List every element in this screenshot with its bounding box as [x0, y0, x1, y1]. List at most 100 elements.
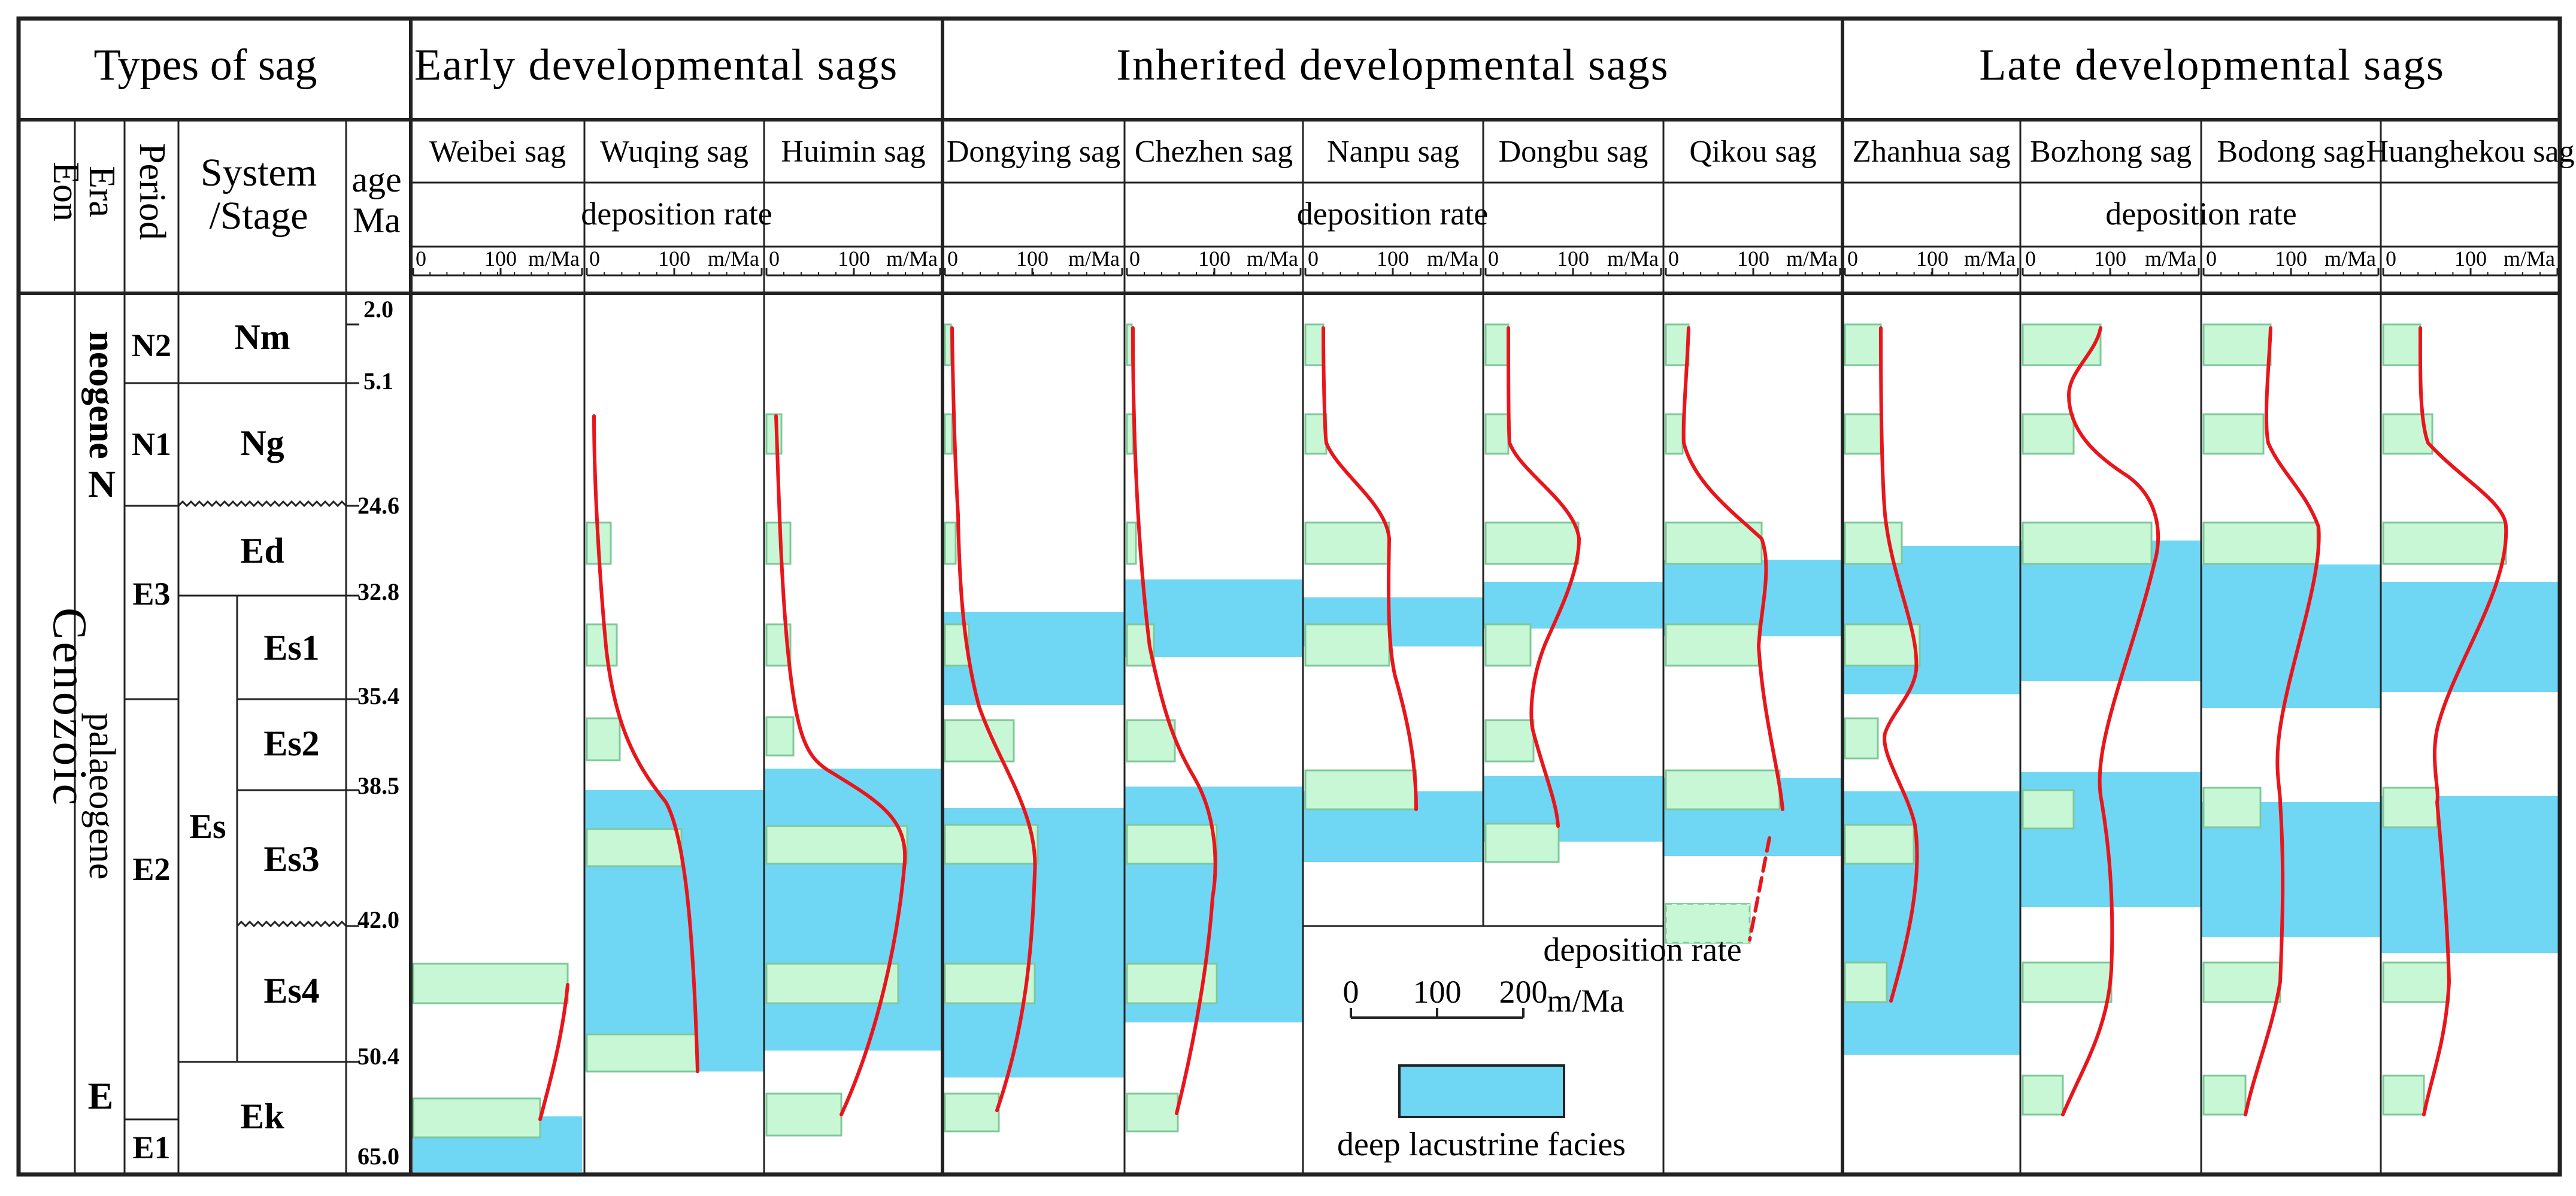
legend-tick-200: 200	[1499, 974, 1548, 1010]
rate-scale-zero: 0	[2206, 247, 2217, 271]
sag-name-label: Nanpu sag	[1327, 135, 1459, 169]
sample-box	[944, 1092, 1000, 1133]
age-label: 38.5	[357, 772, 399, 799]
sag-name-label: Wuqing sag	[600, 135, 748, 169]
sample-box	[765, 825, 908, 865]
sample-box	[944, 623, 970, 667]
period-label: E3	[132, 576, 170, 612]
stage-label: Ng	[240, 423, 284, 463]
sample-box	[586, 717, 621, 761]
rate-scale-zero: 0	[1129, 247, 1140, 271]
period-header: Period	[132, 143, 172, 240]
sample-box	[2382, 961, 2450, 1003]
deposition-rate-label: deposition rate	[1297, 196, 1488, 232]
sample-box	[1665, 623, 1760, 667]
sample-box	[1304, 623, 1390, 667]
stage-label: Es2	[263, 724, 319, 763]
sample-box	[1484, 623, 1532, 667]
sample-box	[944, 413, 953, 455]
period-label: E1	[132, 1130, 170, 1165]
legend-facies-label: deep lacustrine facies	[1337, 1126, 1626, 1163]
sample-box	[1665, 413, 1684, 455]
sample-box	[1126, 323, 1133, 366]
strat-label-layer: Weibei sag 0 100 m/Ma Wuqing sag 0 100 m/Ma Huim…	[132, 135, 2575, 1170]
sample-box	[2382, 323, 2422, 366]
sample-box	[1844, 961, 1888, 1003]
rate-scale-hundred: 100	[1916, 247, 1948, 271]
rate-scale-zero: 0	[1668, 247, 1679, 271]
grid-line-layer	[16, 16, 2562, 1177]
sample-box	[944, 719, 1015, 763]
sag-name-label: Bodong sag	[2217, 135, 2365, 169]
sample-box	[2202, 323, 2272, 366]
sample-box	[1844, 623, 1921, 667]
rate-scale-zero: 0	[2386, 247, 2396, 271]
sample-box	[2022, 521, 2153, 565]
rate-scale-hundred: 100	[2094, 247, 2126, 271]
sag-name-label: Qikou sag	[1689, 135, 1816, 169]
rate-scale-hundred: 100	[1198, 247, 1231, 271]
sample-box	[765, 1092, 842, 1137]
rate-curve	[1681, 326, 1784, 811]
sample-box	[1304, 413, 1328, 455]
rate-scale-hundred: 100	[1737, 247, 1769, 271]
system-stage-header: System/Stage	[201, 151, 317, 238]
age-label: 50.4	[357, 1043, 399, 1070]
legend-tick-100: 100	[1413, 974, 1462, 1010]
sample-box	[586, 1033, 699, 1073]
rate-scale-zero: 0	[1847, 247, 1858, 271]
rate-curve	[1507, 326, 1581, 828]
types-of-sag-label: Types of sag	[94, 41, 317, 90]
rate-scale-zero: 0	[2025, 247, 2036, 271]
sample-box	[586, 828, 683, 867]
rate-scale-unit: m/Ma	[2145, 247, 2196, 271]
period-label: E2	[132, 851, 170, 887]
sag-name-label: Chezhen sag	[1135, 135, 1293, 169]
period-label: N1	[132, 426, 171, 462]
sample-box	[1844, 323, 1882, 366]
legend-title: deposition rate	[1543, 931, 1741, 969]
rate-scale-unit: m/Ma	[1068, 247, 1120, 271]
eon-cenozoic-label: Cenozoic	[43, 608, 96, 808]
legend-unit: m/Ma	[1547, 983, 1625, 1019]
sample-box	[1484, 822, 1560, 863]
rate-curve	[2244, 326, 2321, 1116]
age-label: 32.8	[357, 578, 399, 605]
rate-scale-hundred: 100	[1377, 247, 1409, 271]
rate-scale-hundred: 100	[2454, 247, 2487, 271]
stage-label: Ek	[240, 1097, 284, 1136]
rate-scale-hundred: 100	[2275, 247, 2307, 271]
sample-box	[1665, 769, 1781, 811]
sample-box	[586, 623, 618, 667]
group-late-label: Late developmental sags	[1979, 41, 2445, 90]
sample-box-extrapolated	[1665, 903, 1751, 944]
deep-lacustrine-band	[764, 769, 942, 1051]
sample-box	[1126, 521, 1137, 565]
sample-box	[2202, 521, 2319, 565]
era-header: Era	[81, 166, 122, 217]
sample-box	[944, 824, 1039, 865]
sample-box	[1304, 769, 1417, 811]
rate-curve-layer	[538, 326, 2508, 1121]
sample-box	[1484, 719, 1535, 763]
rate-curve	[538, 983, 569, 1121]
era-e-label: E	[88, 1074, 114, 1117]
group-early-label: Early developmental sags	[414, 41, 898, 90]
sample-box	[1304, 521, 1390, 565]
era-neogene-label: neogene	[81, 331, 122, 459]
deposition-rate-label: deposition rate	[581, 196, 772, 232]
outer-frame	[16, 16, 2562, 1177]
rate-scale-zero: 0	[589, 247, 600, 271]
legend-facies-swatch	[1398, 1064, 1565, 1118]
rate-curve	[774, 414, 907, 1116]
rate-scale-zero: 0	[1488, 247, 1499, 271]
stage-label: Es3	[263, 839, 319, 879]
deep-lacustrine-band	[1483, 582, 1663, 629]
sample-box	[944, 323, 952, 366]
rate-scale-unit: m/Ma	[708, 247, 759, 271]
deep-lacustrine-band	[2201, 564, 2381, 708]
sample-box	[765, 716, 795, 757]
sample-box	[1126, 824, 1218, 865]
